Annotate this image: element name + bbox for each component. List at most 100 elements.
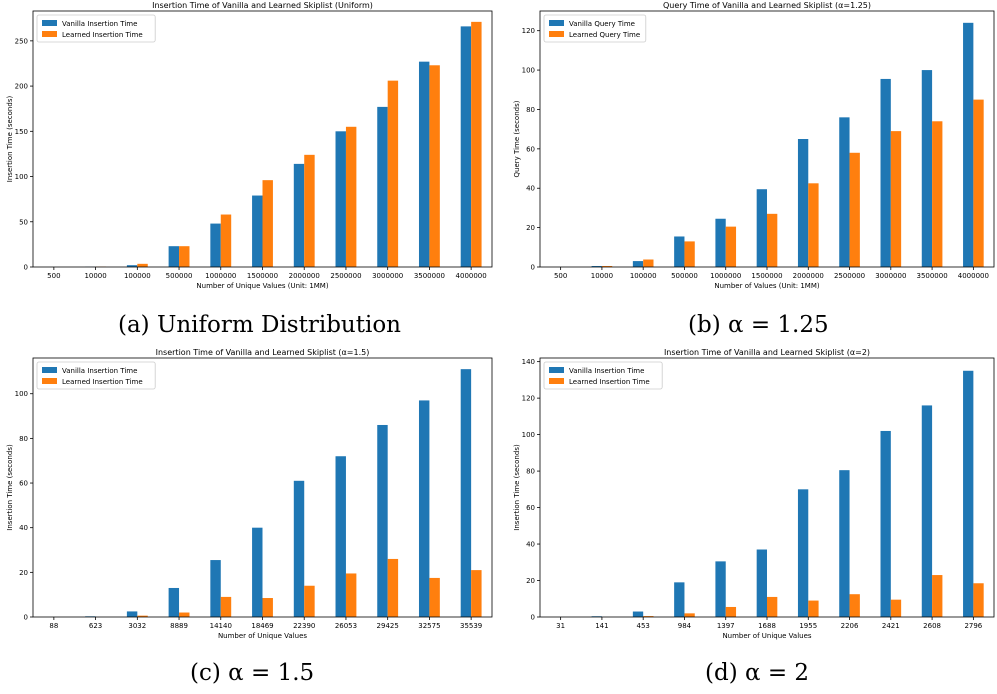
bar-vanilla <box>252 195 263 267</box>
x-tick-label: 100000 <box>124 272 151 280</box>
caption-d: (d) α = 2 <box>705 660 810 686</box>
x-tick-label: 500 <box>47 272 60 280</box>
caption-b: (b) α = 1.25 <box>688 312 829 338</box>
bar-learned <box>137 615 148 617</box>
legend-label-vanilla: Vanilla Query Time <box>569 20 635 28</box>
legend-label-learned: Learned Insertion Time <box>62 378 143 386</box>
x-tick-label: 3000000 <box>875 272 906 280</box>
y-tick-label: 0 <box>24 614 28 622</box>
x-tick-label: 4000000 <box>958 272 989 280</box>
y-axis-label: Insertion Time (seconds) <box>6 96 14 183</box>
bar-vanilla <box>168 587 180 617</box>
x-tick-label: 2796 <box>964 622 982 630</box>
x-tick-label: 10000 <box>84 272 106 280</box>
y-tick-label: 100 <box>522 67 535 75</box>
x-tick-label: 35539 <box>460 622 482 630</box>
y-tick-label: 150 <box>15 128 28 136</box>
legend-swatch-vanilla <box>42 367 57 373</box>
x-tick-label: 984 <box>678 622 692 630</box>
chart-title: Insertion Time of Vanilla and Learned Sk… <box>156 348 370 357</box>
y-tick-label: 250 <box>15 37 28 45</box>
chart-uniform-insertion: Insertion Time of Vanilla and Learned Sk… <box>6 1 493 290</box>
legend-box <box>36 14 156 43</box>
bar-vanilla <box>756 549 767 617</box>
bar-learned <box>304 585 315 617</box>
bar-learned <box>137 263 148 267</box>
legend-swatch-learned <box>42 378 57 384</box>
x-tick-label: 32575 <box>418 622 440 630</box>
bar-learned <box>220 596 232 617</box>
legend-swatch-learned <box>549 31 564 37</box>
y-tick-label: 40 <box>19 524 28 532</box>
bar-learned <box>345 573 357 617</box>
y-tick-label: 60 <box>19 480 28 488</box>
x-tick-label: 3032 <box>128 622 146 630</box>
legend-box <box>543 14 647 43</box>
x-tick-label: 1397 <box>717 622 735 630</box>
x-tick-label: 500000 <box>166 272 193 280</box>
bar-learned <box>471 21 482 267</box>
bar-vanilla <box>921 70 933 267</box>
y-tick-label: 80 <box>19 435 28 443</box>
bar-learned <box>643 259 654 267</box>
y-tick-label: 120 <box>522 27 535 35</box>
legend-box <box>543 361 663 390</box>
x-tick-label: 29425 <box>377 622 399 630</box>
bar-learned <box>220 214 232 267</box>
bar-vanilla <box>126 265 138 267</box>
x-tick-label: 2000000 <box>289 272 320 280</box>
x-tick-label: 22390 <box>293 622 315 630</box>
chart-alpha-2-insertion: Insertion Time of Vanilla and Learned Sk… <box>513 348 995 640</box>
bar-learned <box>890 599 902 617</box>
x-tick-label: 8889 <box>170 622 188 630</box>
y-tick-label: 100 <box>522 431 535 439</box>
bar-vanilla <box>377 106 388 267</box>
bar-vanilla <box>715 561 726 617</box>
x-tick-label: 2421 <box>882 622 900 630</box>
x-tick-label: 1000000 <box>205 272 236 280</box>
bar-vanilla <box>797 139 809 267</box>
x-tick-label: 26053 <box>335 622 357 630</box>
x-tick-label: 88 <box>49 622 58 630</box>
chart-panel-alpha-1-25: Query Time of Vanilla and Learned Skipli… <box>500 0 997 300</box>
x-tick-label: 100000 <box>630 272 657 280</box>
x-tick-label: 2500000 <box>834 272 865 280</box>
bar-vanilla <box>460 26 472 267</box>
y-tick-label: 20 <box>526 577 535 585</box>
x-axis-label: Number of Unique Values (Unit: 1MM) <box>196 282 328 290</box>
chart-panel-alpha-1-5: Insertion Time of Vanilla and Learned Sk… <box>0 347 500 647</box>
x-tick-label: 453 <box>636 622 649 630</box>
bar-learned <box>808 600 819 617</box>
y-tick-label: 100 <box>15 173 28 181</box>
y-axis-label: Insertion Time (seconds) <box>513 444 521 531</box>
bar-vanilla <box>963 22 974 267</box>
y-tick-label: 20 <box>19 569 28 577</box>
x-tick-label: 1500000 <box>751 272 782 280</box>
bar-vanilla <box>293 163 305 267</box>
x-tick-label: 1955 <box>799 622 817 630</box>
x-tick-label: 1000000 <box>710 272 741 280</box>
bar-learned <box>808 183 819 267</box>
x-axis-label: Number of Unique Values <box>218 632 307 640</box>
y-tick-label: 0 <box>531 264 535 272</box>
bar-learned <box>767 596 778 617</box>
bar-vanilla <box>632 261 644 267</box>
bar-vanilla <box>418 61 430 267</box>
chart-title: Insertion Time of Vanilla and Learned Sk… <box>664 348 870 357</box>
bar-learned <box>973 583 984 617</box>
bar-learned <box>725 606 737 617</box>
bar-vanilla <box>880 430 891 617</box>
bar-vanilla <box>839 470 850 617</box>
y-tick-label: 140 <box>522 358 535 366</box>
bar-vanilla <box>839 117 850 267</box>
bar-learned <box>387 558 399 617</box>
y-tick-label: 50 <box>19 218 28 226</box>
bar-vanilla <box>460 369 472 617</box>
chart-title: Insertion Time of Vanilla and Learned Sk… <box>152 1 373 10</box>
bar-vanilla <box>797 489 809 617</box>
bar-vanilla <box>377 424 388 617</box>
bar-learned <box>601 266 613 267</box>
x-tick-label: 2500000 <box>330 272 361 280</box>
bar-vanilla <box>210 223 221 267</box>
bar-learned <box>684 241 695 267</box>
